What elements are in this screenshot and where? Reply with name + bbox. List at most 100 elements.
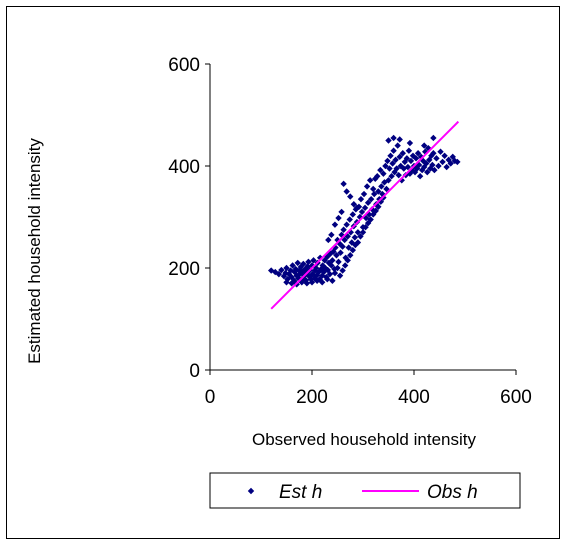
data-point	[404, 163, 412, 171]
data-point	[367, 195, 375, 203]
data-point	[377, 166, 384, 174]
data-point	[390, 134, 397, 142]
data-point	[338, 208, 345, 216]
data-point	[429, 161, 436, 169]
data-point	[313, 277, 321, 284]
data-point	[348, 239, 355, 246]
data-point	[349, 246, 356, 254]
obs-h-line	[270, 120, 460, 310]
scatter-chart: 0 200 400 600 0 200 400 600 Observed household …	[25, 55, 532, 509]
data-point	[283, 264, 290, 272]
data-point	[294, 259, 301, 267]
data-point	[416, 173, 424, 180]
data-point	[335, 214, 342, 222]
data-point	[388, 173, 395, 180]
data-point	[350, 201, 358, 208]
data-point	[375, 203, 382, 210]
data-point	[405, 147, 413, 154]
data-point	[430, 134, 437, 142]
data-point	[340, 180, 347, 188]
data-point	[362, 224, 369, 231]
data-point	[412, 155, 420, 162]
x-tick-label: 400	[398, 387, 430, 408]
legend-label-obs-h: Obs h	[427, 482, 478, 503]
data-point	[359, 229, 367, 236]
x-axis-title: Observed household intensity	[252, 430, 476, 449]
data-point	[275, 270, 283, 278]
data-point	[283, 279, 290, 286]
data-point	[366, 177, 374, 184]
data-point	[378, 183, 385, 190]
data-point	[395, 171, 402, 179]
tick-labels: 0 200 400 600 0 200 400 600	[168, 55, 532, 408]
data-point	[382, 162, 389, 170]
data-point	[354, 229, 362, 236]
data-point	[387, 152, 394, 159]
axes	[205, 63, 517, 375]
x-tick-label: 600	[500, 387, 532, 408]
data-point	[300, 260, 307, 268]
data-point	[305, 258, 312, 266]
data-point	[361, 204, 369, 212]
data-point	[375, 188, 382, 195]
y-axis-title: Estimated household intensity	[25, 138, 44, 364]
data-point	[364, 199, 372, 206]
data-point	[392, 156, 399, 164]
data-point	[335, 258, 342, 266]
data-point	[367, 216, 374, 223]
legend: Est h Obs h	[209, 472, 521, 509]
data-point	[353, 204, 361, 212]
legend-marker-est-h	[247, 487, 255, 495]
data-point	[384, 157, 391, 165]
data-point	[423, 160, 430, 167]
data-point	[437, 148, 444, 155]
data-point	[319, 279, 326, 286]
data-point	[454, 158, 461, 166]
data-point	[363, 183, 371, 190]
y-tick-label: 0	[189, 361, 200, 382]
data-point	[385, 177, 392, 184]
data-point	[347, 193, 354, 200]
data-point	[344, 257, 351, 264]
data-point	[407, 157, 415, 165]
data-point	[343, 188, 350, 195]
data-point	[398, 177, 405, 184]
data-point	[406, 139, 414, 147]
legend-label-est-h: Est h	[279, 482, 322, 503]
x-tick-label: 0	[205, 387, 216, 408]
data-point	[389, 160, 396, 167]
y-tick-label: 600	[168, 55, 200, 76]
data-point	[328, 231, 335, 239]
data-point	[360, 190, 368, 198]
data-point	[303, 280, 311, 287]
data-point	[325, 236, 332, 244]
data-point	[396, 153, 403, 161]
data-point	[354, 239, 362, 246]
data-point	[337, 249, 344, 256]
data-point	[333, 252, 340, 259]
data-point	[422, 148, 429, 155]
data-point	[424, 168, 431, 176]
data-point	[326, 270, 334, 278]
data-point	[357, 233, 364, 240]
data-point	[385, 137, 392, 144]
data-point	[430, 150, 437, 157]
data-point	[370, 185, 377, 193]
data-point	[403, 155, 411, 162]
data-point	[343, 221, 350, 228]
data-point	[371, 190, 378, 198]
y-tick-label: 200	[168, 259, 200, 280]
chart-frame: 0 200 400 600 0 200 400 600 Observed household …	[6, 6, 560, 539]
data-point	[435, 162, 442, 170]
data-point	[349, 211, 356, 218]
data-point	[331, 221, 339, 228]
data-point	[372, 175, 379, 182]
data-point	[328, 262, 335, 269]
data-point	[324, 276, 331, 283]
data-point	[345, 244, 352, 251]
data-point	[431, 166, 438, 174]
data-point	[329, 257, 336, 264]
data-point	[421, 142, 428, 149]
data-point	[346, 216, 353, 223]
data-point	[443, 163, 450, 171]
